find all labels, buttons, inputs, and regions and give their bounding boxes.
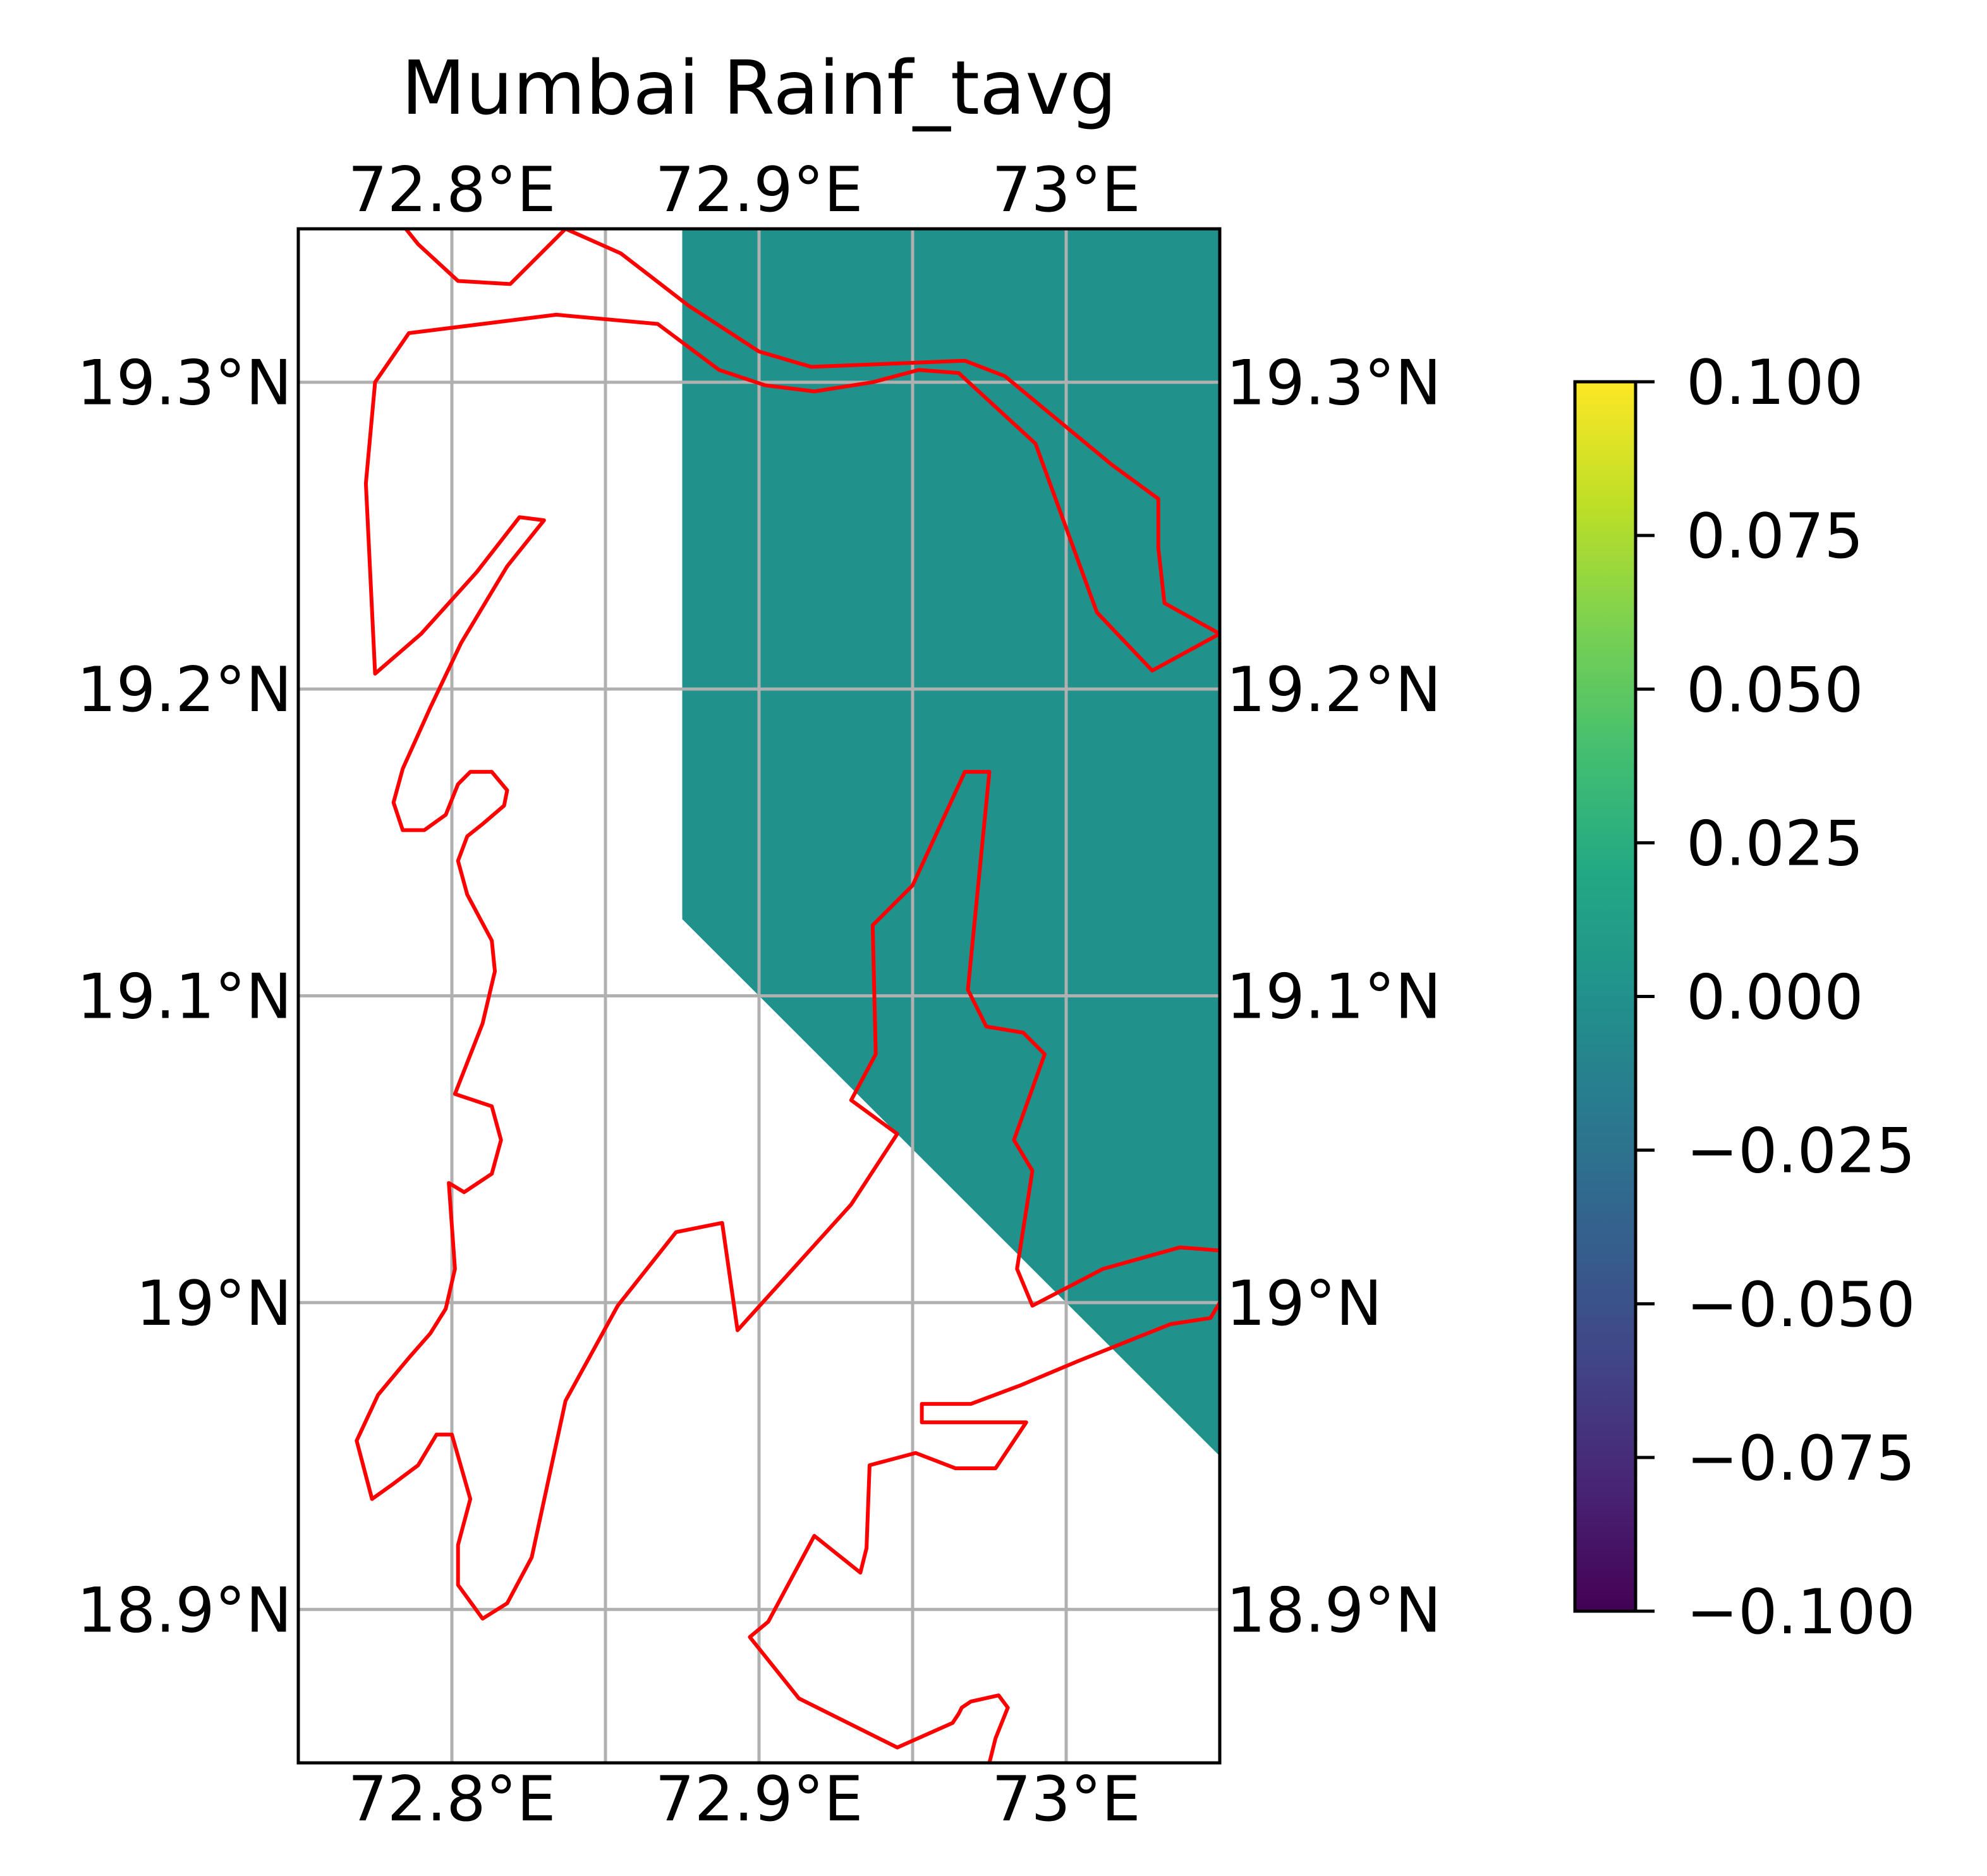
coastline-0 (404, 229, 567, 286)
colorbar-ticks: 0.100 0.075 0.050 0.025 0.000 −0.025 −0.050 −0.… (1636, 347, 1916, 1648)
lat-label-right-3: 19°N (1226, 1268, 1382, 1340)
lat-label-left-2: 19.1°N (76, 961, 292, 1033)
rainfall-field (682, 229, 1220, 1456)
map-area: 72.8°E 72.8°E 72.9°E 72.9°E 73°E 73°E 19.3°N 19… (76, 154, 1441, 1836)
lat-label-right-2: 19.1°N (1226, 961, 1442, 1033)
map-title: Mumbai Rainf_tavg (401, 44, 1117, 131)
lat-label-left-3: 19°N (136, 1268, 292, 1340)
colorbar-tick-label-1: 0.075 (1686, 501, 1864, 573)
coastline-2 (355, 312, 1220, 1621)
lon-label-top-0: 72.8°E (348, 154, 556, 226)
colorbar-gradient (1575, 382, 1636, 1611)
colorbar-tick-label-2: 0.050 (1686, 654, 1864, 726)
lon-label-bottom-2: 73°E (992, 1763, 1141, 1836)
colorbar-tick-label-8: −0.100 (1686, 1576, 1916, 1648)
lon-label-top-2: 73°E (992, 154, 1141, 226)
coastline-3 (748, 1301, 1220, 1763)
lat-label-left-1: 19.2°N (76, 654, 292, 726)
coastline-1 (564, 229, 1220, 636)
lon-label-bottom-1: 72.9°E (655, 1763, 863, 1836)
map-frame (296, 227, 1222, 1765)
colorbar-tick-label-3: 0.025 (1686, 808, 1864, 880)
colorbar: 0.100 0.075 0.050 0.025 0.000 −0.025 −0.050 −0.… (1573, 347, 1916, 1648)
colorbar-tick-label-0: 0.100 (1686, 347, 1864, 419)
colorbar-tick-label-6: −0.050 (1686, 1269, 1916, 1341)
lon-label-bottom-0: 72.8°E (348, 1763, 556, 1836)
lat-label-right-1: 19.2°N (1226, 654, 1442, 726)
colorbar-tick-label-5: −0.025 (1686, 1116, 1916, 1188)
lat-label-left-4: 18.9°N (76, 1574, 292, 1647)
lat-label-left-0: 19.3°N (76, 348, 292, 420)
lat-label-right-4: 18.9°N (1226, 1574, 1442, 1647)
colorbar-tick-label-4: 0.000 (1686, 962, 1864, 1034)
coastlines (355, 229, 1220, 1763)
colorbar-tick-label-7: −0.075 (1686, 1423, 1916, 1495)
map-tick-labels: 72.8°E 72.8°E 72.9°E 72.9°E 73°E 73°E 19.3°N 19… (76, 154, 1441, 1836)
lat-label-right-0: 19.3°N (1226, 348, 1442, 420)
lon-label-top-1: 72.9°E (655, 154, 863, 226)
